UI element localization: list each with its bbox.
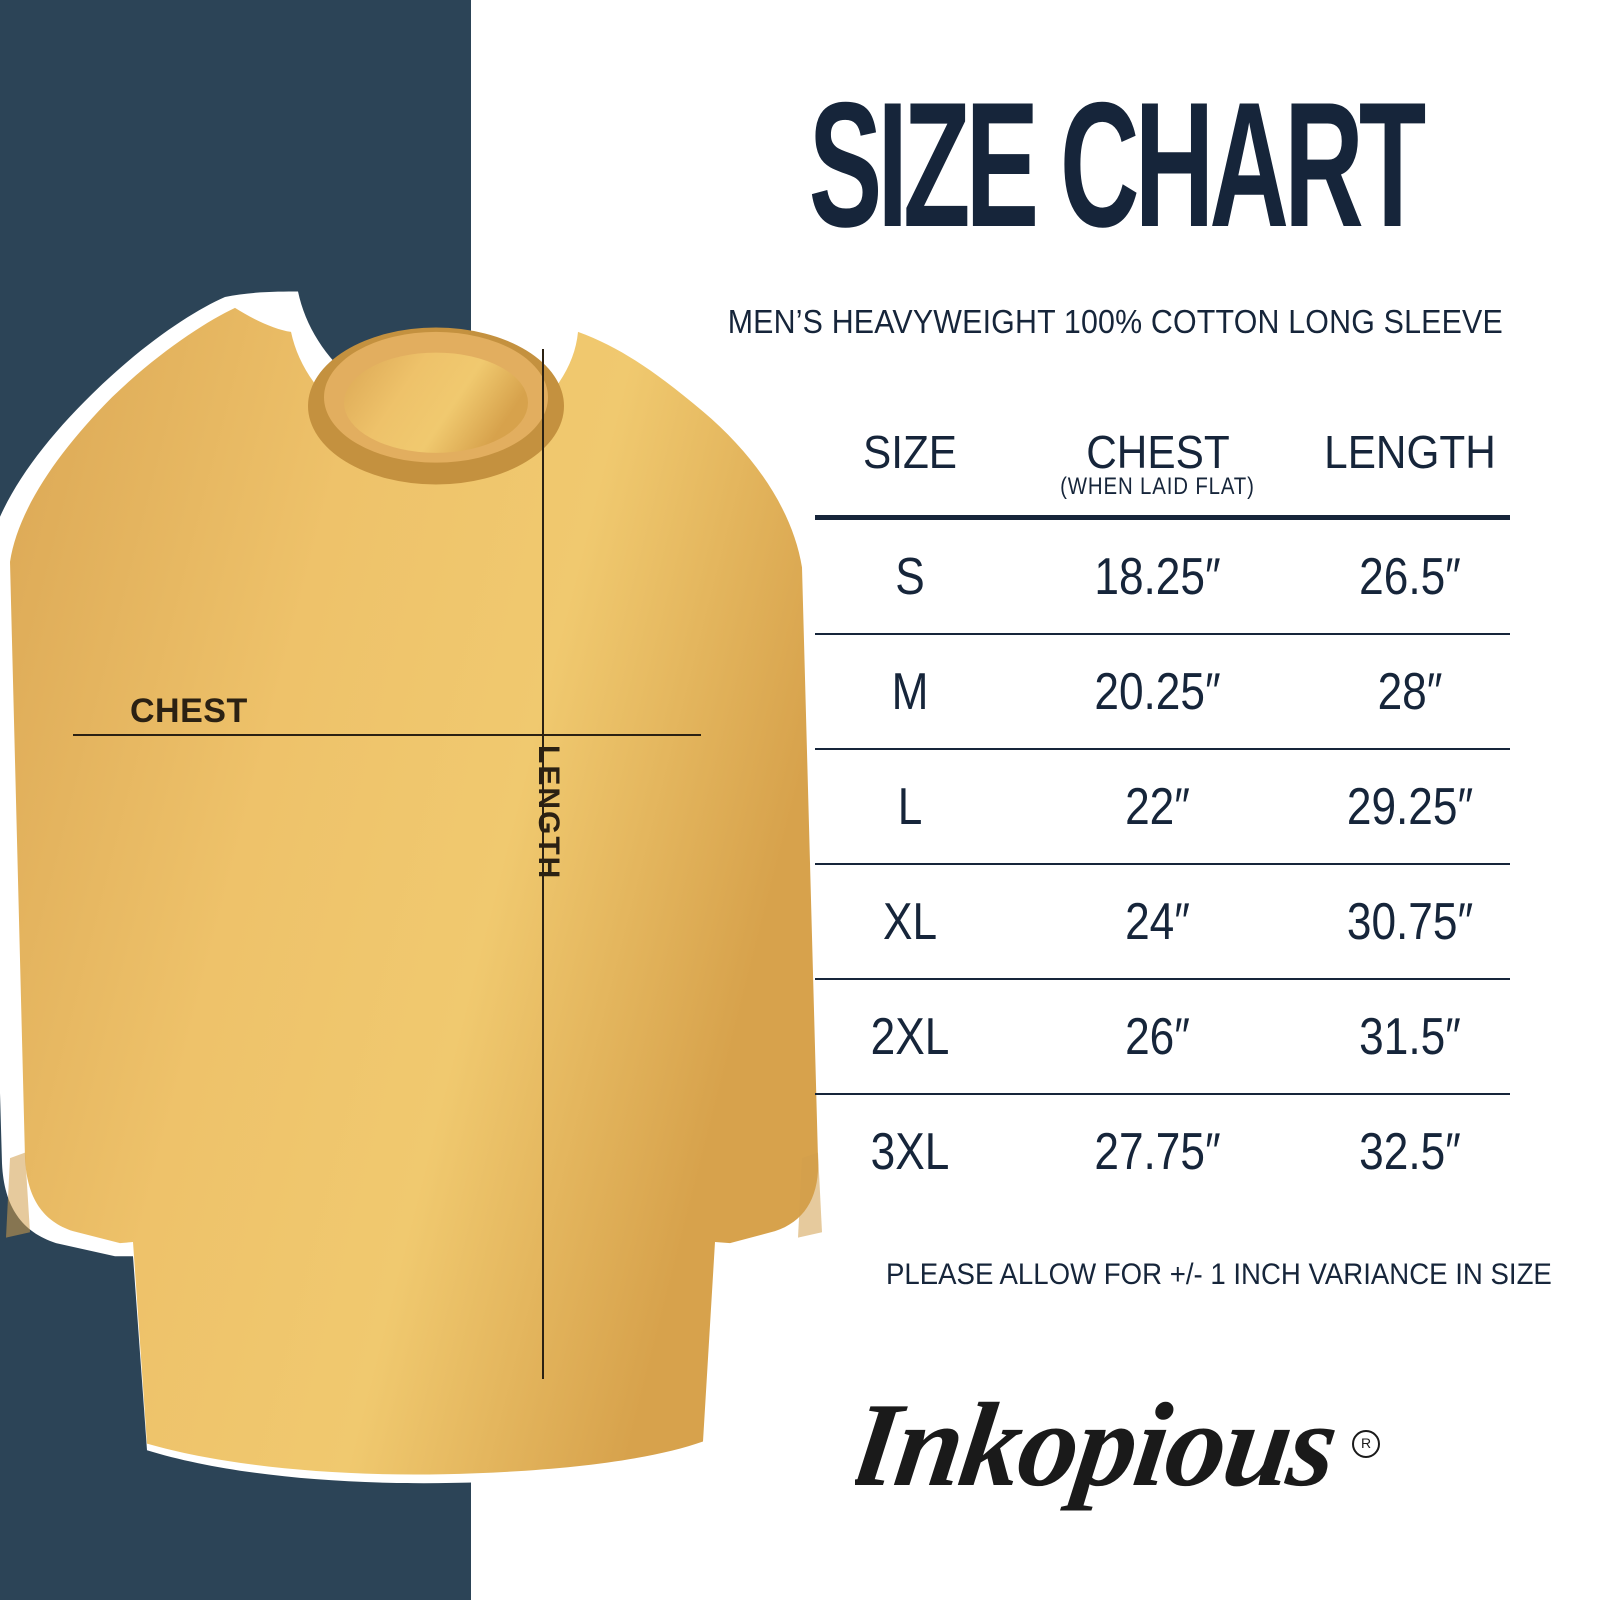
svg-text:Inkopious: Inkopious — [855, 1380, 1344, 1512]
